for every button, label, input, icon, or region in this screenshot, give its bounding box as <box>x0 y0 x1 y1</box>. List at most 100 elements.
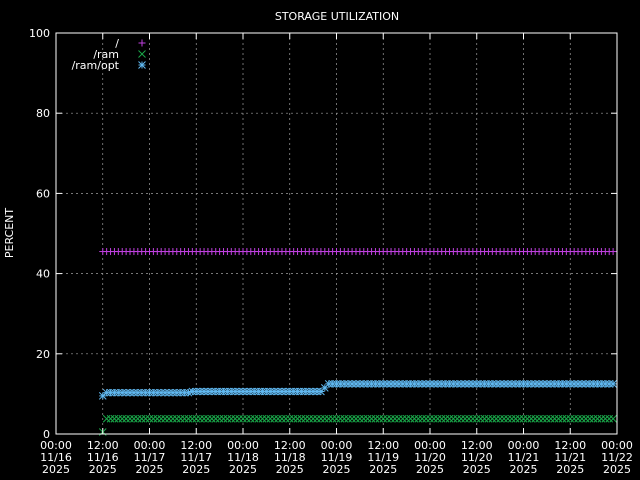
x-tick-label: 12:00 11/20 2025 <box>461 439 493 476</box>
data-point <box>305 414 314 423</box>
data-point <box>387 380 395 388</box>
data-point <box>593 414 602 423</box>
data-point <box>219 414 228 423</box>
data-point <box>391 414 399 423</box>
data-point <box>496 414 504 423</box>
x-tick-label: 00:00 11/22 2025 <box>601 439 633 476</box>
data-point <box>352 414 360 423</box>
chart-title: STORAGE UTILIZATION <box>275 10 399 23</box>
data-point <box>387 414 395 423</box>
data-point <box>223 414 232 423</box>
data-point <box>472 380 481 388</box>
data-point <box>500 380 508 388</box>
data-point <box>550 380 559 388</box>
data-point <box>250 387 259 396</box>
data-point <box>188 387 197 396</box>
data-point <box>336 414 345 423</box>
data-point <box>371 414 380 423</box>
data-point <box>507 380 516 388</box>
data-point <box>402 414 411 423</box>
data-point <box>157 388 166 397</box>
data-point <box>406 414 415 423</box>
data-point <box>500 414 508 423</box>
data-point <box>375 414 384 423</box>
data-point <box>527 414 536 423</box>
data-point <box>262 414 271 423</box>
data-point <box>102 414 111 423</box>
data-point <box>297 387 306 396</box>
data-point <box>461 414 469 423</box>
data-point <box>207 414 216 423</box>
y-axis-label: PERCENT <box>3 208 16 259</box>
grid-layer <box>56 33 617 434</box>
data-point <box>461 380 469 388</box>
data-point <box>227 387 236 396</box>
data-point <box>574 414 582 423</box>
data-point <box>293 387 302 396</box>
data-point <box>426 414 434 423</box>
data-point <box>480 414 489 423</box>
data-point <box>301 414 310 423</box>
tick-layer: 0 20 40 60 80 100 00:00 11/16 2025 12:00 11/16 2025… <box>29 27 633 476</box>
data-point <box>200 414 208 423</box>
data-point <box>285 414 294 423</box>
y-tick-label: 0 <box>43 428 50 441</box>
data-point <box>441 414 450 423</box>
data-point <box>511 414 520 423</box>
data-point <box>258 387 267 396</box>
data-point <box>356 414 364 423</box>
data-point <box>332 414 341 423</box>
data-point <box>504 380 512 388</box>
x-tick-label: 12:00 11/16 2025 <box>87 439 119 476</box>
data-point <box>593 380 602 388</box>
data-point <box>239 414 247 423</box>
data-point <box>309 414 317 423</box>
data-point <box>566 380 575 388</box>
data-point <box>114 388 123 397</box>
data-point <box>266 414 275 423</box>
x-tick-label: 12:00 11/17 2025 <box>180 439 212 476</box>
data-point <box>492 414 501 423</box>
data-point <box>410 414 419 423</box>
data-point <box>188 414 197 423</box>
series-root <box>99 248 617 256</box>
data-point <box>570 414 578 423</box>
data-point <box>320 414 329 423</box>
data-point <box>418 414 427 423</box>
series-layer <box>98 248 617 436</box>
data-point <box>215 414 224 423</box>
data-point <box>562 380 571 388</box>
data-point <box>578 380 586 388</box>
data-point <box>122 414 130 423</box>
data-point <box>414 380 423 388</box>
data-point <box>180 414 189 423</box>
data-point <box>149 414 158 423</box>
data-point <box>211 414 220 423</box>
data-point <box>391 380 399 388</box>
data-point <box>317 414 325 423</box>
data-point <box>430 414 438 423</box>
series-ramopt <box>98 380 617 400</box>
data-point <box>578 414 586 423</box>
data-point <box>523 414 532 423</box>
data-point <box>340 414 349 423</box>
data-point <box>371 380 380 388</box>
data-point <box>270 414 279 423</box>
data-point <box>609 414 617 423</box>
data-point <box>352 380 360 388</box>
data-point <box>531 380 540 388</box>
data-point <box>437 414 446 423</box>
x-tick-label: 00:00 11/17 2025 <box>134 439 166 476</box>
data-point <box>184 414 193 423</box>
data-point <box>605 380 614 388</box>
data-point <box>297 414 306 423</box>
legend: //ram/ram/opt <box>72 37 146 72</box>
data-point <box>546 414 555 423</box>
data-point <box>492 380 501 388</box>
data-point <box>293 414 302 423</box>
data-point <box>172 388 181 397</box>
legend-label: /ram/opt <box>72 59 120 72</box>
data-point <box>145 414 154 423</box>
